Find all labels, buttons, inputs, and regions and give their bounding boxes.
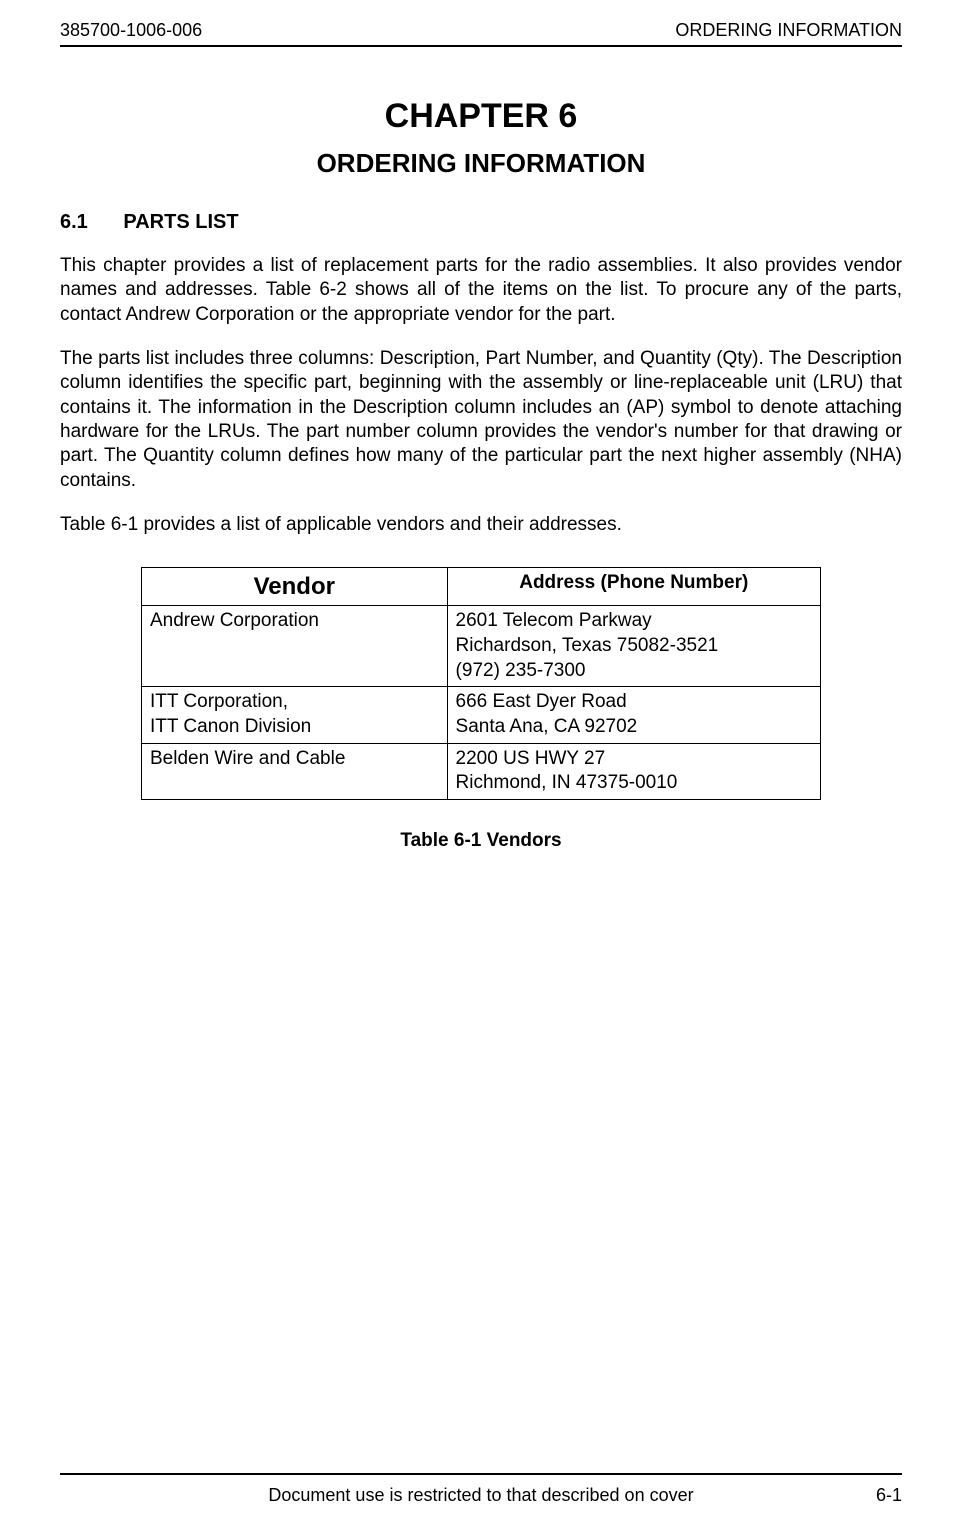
vendor-line: Belden Wire and Cable	[150, 747, 439, 772]
address-column-header: Address (Phone Number)	[447, 568, 820, 606]
body-paragraph: The parts list includes three columns: D…	[60, 347, 902, 493]
body-paragraph: Table 6-1 provides a list of applicable …	[60, 513, 902, 537]
section-title: PARTS LIST	[123, 211, 238, 233]
header-title: ORDERING INFORMATION	[675, 20, 902, 41]
vendor-cell: Andrew Corporation	[142, 606, 448, 687]
address-line: Richardson, Texas 75082-3521	[456, 634, 812, 659]
table-row: Belden Wire and Cable 2200 US HWY 27 Ric…	[142, 743, 821, 799]
address-cell: 2200 US HWY 27 Richmond, IN 47375-0010	[447, 743, 820, 799]
table-header-row: Vendor Address (Phone Number)	[142, 568, 821, 606]
section-heading: 6.1 PARTS LIST	[60, 211, 902, 234]
table-row: Andrew Corporation 2601 Telecom Parkway …	[142, 606, 821, 687]
address-line: 2200 US HWY 27	[456, 747, 812, 772]
address-cell: 2601 Telecom Parkway Richardson, Texas 7…	[447, 606, 820, 687]
table-row: ITT Corporation, ITT Canon Division 666 …	[142, 687, 821, 743]
vendor-cell: Belden Wire and Cable	[142, 743, 448, 799]
doc-number: 385700-1006-006	[60, 20, 202, 41]
page-header: 385700-1006-006 ORDERING INFORMATION	[60, 20, 902, 45]
footer-divider	[60, 1473, 902, 1475]
vendor-column-header: Vendor	[142, 568, 448, 606]
chapter-title: ORDERING INFORMATION	[60, 148, 902, 179]
vendor-line: ITT Canon Division	[150, 715, 439, 740]
address-cell: 666 East Dyer Road Santa Ana, CA 92702	[447, 687, 820, 743]
footer-notice: Document use is restricted to that descr…	[140, 1485, 822, 1506]
table-caption: Table 6-1 Vendors	[60, 830, 902, 852]
vendor-line: ITT Corporation,	[150, 690, 439, 715]
address-line: Santa Ana, CA 92702	[456, 715, 812, 740]
page-number: 6-1	[822, 1485, 902, 1506]
body-paragraph: This chapter provides a list of replacem…	[60, 254, 902, 327]
address-line: (972) 235-7300	[456, 659, 812, 684]
page-footer: Document use is restricted to that descr…	[60, 1473, 902, 1506]
header-divider	[60, 45, 902, 47]
address-line: 666 East Dyer Road	[456, 690, 812, 715]
vendor-table: Vendor Address (Phone Number) Andrew Cor…	[141, 567, 821, 800]
vendor-line: Andrew Corporation	[150, 609, 439, 634]
section-number: 6.1	[60, 211, 88, 234]
vendor-cell: ITT Corporation, ITT Canon Division	[142, 687, 448, 743]
address-line: 2601 Telecom Parkway	[456, 609, 812, 634]
address-line: Richmond, IN 47375-0010	[456, 771, 812, 796]
chapter-number: CHAPTER 6	[60, 97, 902, 136]
